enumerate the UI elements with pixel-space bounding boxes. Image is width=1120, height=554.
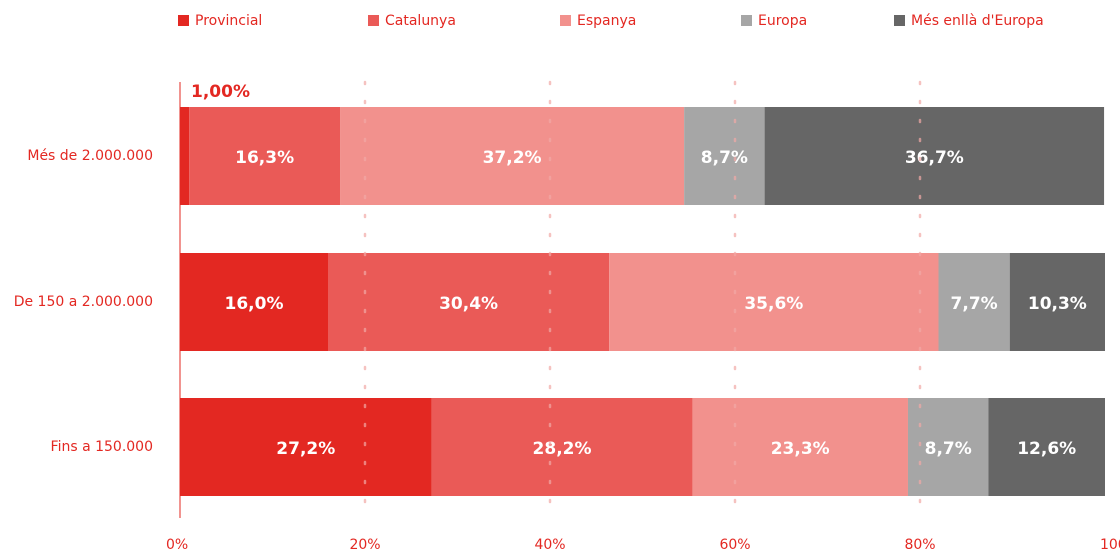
x-tick-label: 0% (166, 537, 188, 553)
bar-segment (907, 398, 989, 496)
category-label: Més de 2.000.000 (27, 148, 153, 164)
value-label: 7,7% (951, 294, 998, 314)
value-label: 16,3% (235, 148, 294, 168)
bar-segment (328, 253, 610, 351)
bar-segment (180, 253, 328, 351)
category-label: De 150 a 2.000.000 (14, 294, 153, 310)
bar-segment (938, 253, 1010, 351)
bar-segment (988, 398, 1105, 496)
value-label: 8,7% (701, 148, 748, 168)
bar-segment (180, 398, 432, 496)
value-label: 28,2% (533, 439, 592, 459)
legend-label: Europa (758, 13, 807, 29)
value-label: 1,00% (191, 82, 250, 102)
bar-segment (684, 107, 765, 205)
value-label: 10,3% (1028, 294, 1087, 314)
bar-segment (692, 398, 908, 496)
value-label: 35,6% (744, 294, 803, 314)
bar-segment (340, 107, 685, 205)
bar-segment (189, 107, 341, 205)
bar-segment (1009, 253, 1105, 351)
category-label: Fins a 150.000 (51, 439, 153, 455)
legend-swatch (560, 15, 571, 26)
legend-swatch (368, 15, 379, 26)
x-tick-label: 20% (349, 537, 380, 553)
x-tick-label: 60% (719, 537, 750, 553)
legend-swatch (741, 15, 752, 26)
value-label: 16,0% (225, 294, 284, 314)
value-label: 27,2% (276, 439, 335, 459)
value-label: 12,6% (1017, 439, 1076, 459)
bar-segment (609, 253, 939, 351)
legend-swatch (178, 15, 189, 26)
value-label: 36,7% (905, 148, 964, 168)
legend-label: Més enllà d'Europa (911, 13, 1044, 29)
bar-segment (764, 107, 1105, 205)
legend-label: Espanya (577, 13, 636, 29)
bar-segment (431, 398, 693, 496)
x-tick-label: 80% (904, 537, 935, 553)
x-tick-label: 40% (534, 537, 565, 553)
value-label: 8,7% (925, 439, 972, 459)
value-label: 23,3% (771, 439, 830, 459)
legend-swatch (894, 15, 905, 26)
value-label: 30,4% (439, 294, 498, 314)
legend-label: Provincial (195, 13, 262, 29)
x-tick-label: 100% (1100, 537, 1120, 553)
value-label: 37,2% (483, 148, 542, 168)
legend-label: Catalunya (385, 13, 456, 29)
bar-segment (180, 107, 190, 205)
